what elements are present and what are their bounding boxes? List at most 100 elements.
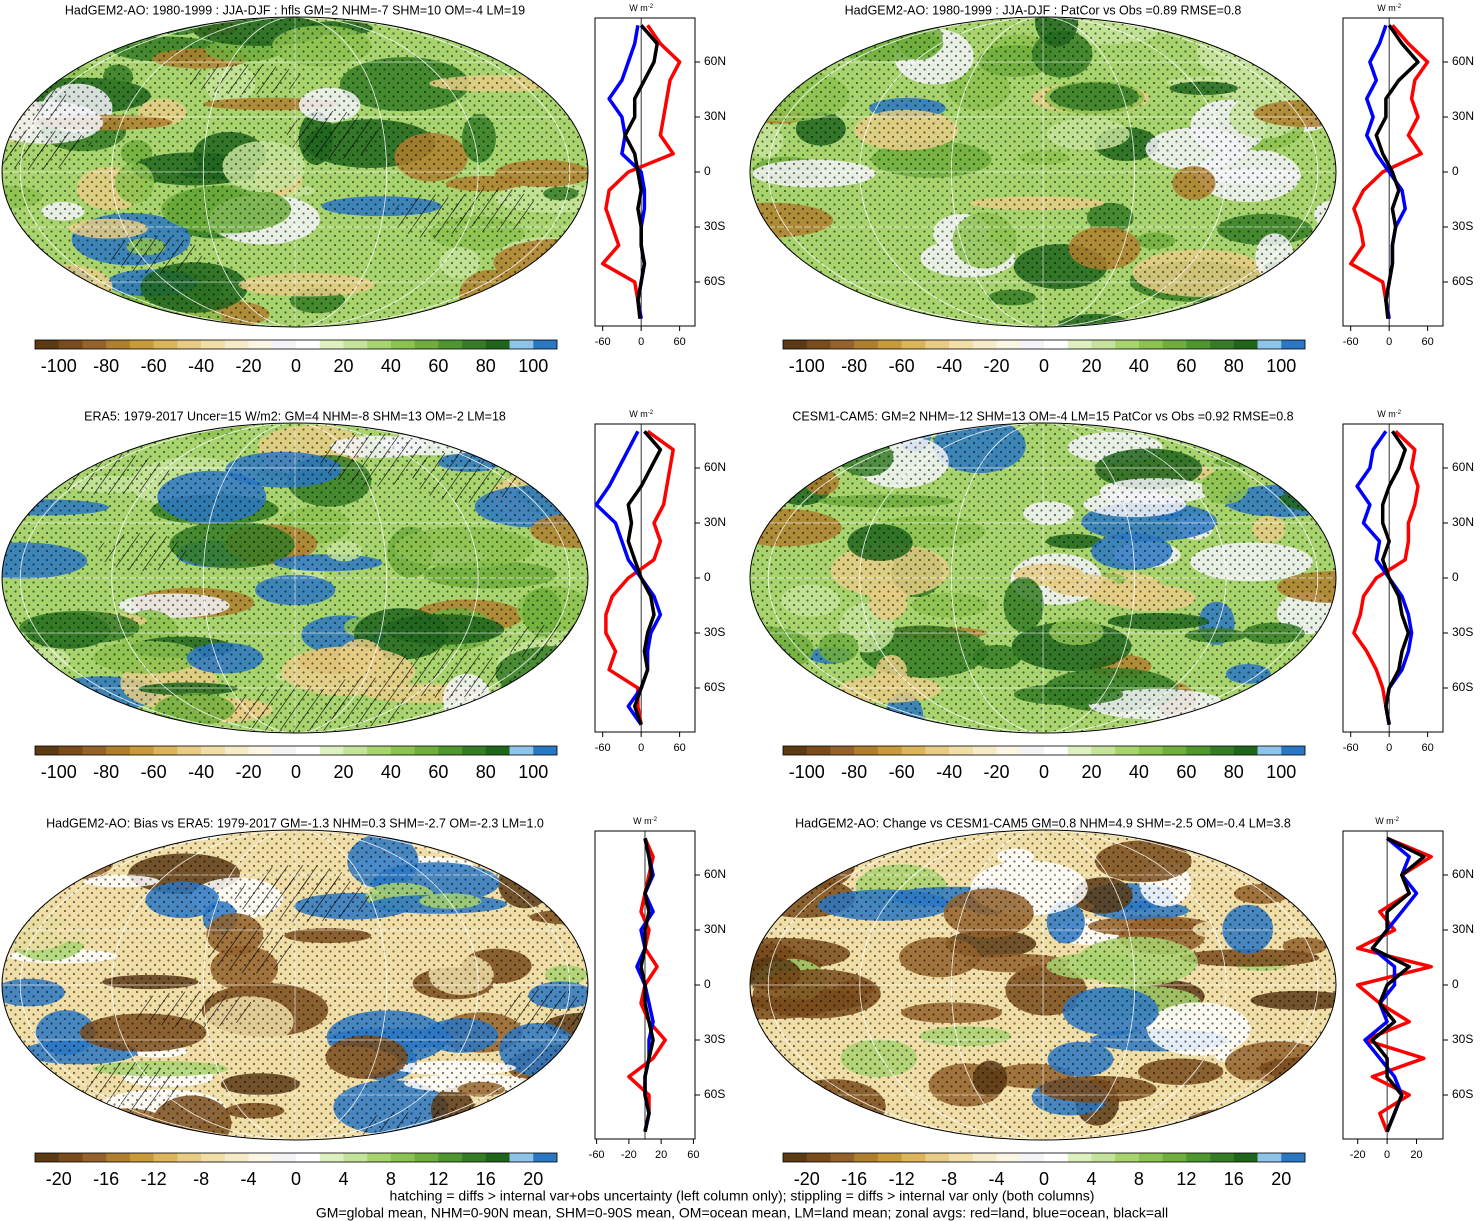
colorbar-box	[1162, 340, 1187, 349]
y-tick-label: 60S	[1452, 274, 1473, 288]
colorbar-box	[1115, 746, 1140, 755]
zonal-line	[1352, 430, 1420, 726]
colorbar-label: -80	[93, 356, 119, 376]
colorbar-label: 20	[1271, 1169, 1291, 1189]
colorbar-box	[319, 746, 344, 755]
colorbar-box	[509, 340, 534, 349]
y-tick-label: 60S	[1452, 680, 1473, 694]
x-tick-label: -20	[621, 1149, 637, 1161]
colorbar-box	[1257, 746, 1282, 755]
colorbar-box	[367, 1153, 392, 1162]
graticule	[859, 423, 1227, 733]
unit-label: W m-2	[1377, 409, 1401, 419]
colorbar-box	[1115, 340, 1140, 349]
colorbar-box	[462, 1153, 487, 1162]
zonal-frame	[1342, 423, 1444, 733]
colorbar-label: 0	[291, 1169, 301, 1189]
colorbar-label: 60	[428, 356, 448, 376]
x-tick-label: -60	[589, 1149, 605, 1161]
zonal-line	[1348, 24, 1430, 320]
colorbar-box	[1281, 1153, 1306, 1162]
map-field	[2, 423, 38, 458]
graticule	[202, 830, 388, 1140]
colorbar-box	[877, 746, 902, 755]
y-tick-label: 30S	[704, 1032, 725, 1046]
colorbar-label: 0	[291, 356, 301, 376]
zonal-line	[1374, 24, 1420, 319]
graticule	[111, 17, 479, 327]
map-hatching	[234, 684, 349, 733]
unit-exp: -2	[648, 410, 654, 416]
y-tick-label: 30N	[1452, 109, 1474, 123]
x-tick-label: 20	[655, 1149, 667, 1161]
colorbar-box	[296, 1153, 321, 1162]
panel-title: HadGEM2-AO: Bias vs ERA5: 1979-2017 GM=-…	[46, 816, 544, 830]
map-field	[782, 17, 819, 47]
colorbar-box	[1020, 746, 1045, 755]
map-field	[2, 675, 72, 695]
zonal-line	[600, 24, 682, 320]
map-hatching	[412, 450, 523, 503]
map-border	[749, 422, 1337, 734]
map	[2, 830, 588, 1140]
colorbar-box	[224, 340, 249, 349]
colorbar-box	[224, 746, 249, 755]
graticule	[111, 830, 479, 1140]
colorbar-box	[1162, 746, 1187, 755]
graticule	[767, 830, 1319, 1140]
colorbar-box	[1281, 746, 1306, 755]
colorbar-box	[1257, 340, 1282, 349]
colorbar-label: -100	[789, 762, 825, 782]
zonal-line	[1370, 836, 1426, 1133]
panel-title: ERA5: 1979-2017 Uncer=15 W/m2: GM=4 NHM=…	[84, 409, 506, 423]
map-hatching	[205, 926, 293, 974]
zonal-line	[639, 837, 655, 1133]
map-border	[1, 16, 589, 328]
map-hatching	[322, 676, 407, 727]
colorbar-box	[319, 1153, 344, 1162]
colorbar-box	[972, 340, 997, 349]
colorbar-box	[106, 340, 131, 349]
colorbar-box	[1091, 746, 1116, 755]
colorbar-box	[201, 340, 226, 349]
colorbar-box	[1233, 746, 1258, 755]
colorbar-box	[438, 1153, 463, 1162]
graticule	[202, 17, 388, 327]
colorbar-label: 40	[1129, 356, 1149, 376]
colorbar-label: 20	[1081, 762, 1101, 782]
map-field	[750, 258, 800, 311]
panel: HadGEM2-AO: 1980-1999 : JJA-DJF : PatCor…	[749, 3, 1474, 376]
colorbar-box	[996, 1153, 1021, 1162]
colorbar-box	[438, 746, 463, 755]
colorbar-box	[1162, 1153, 1187, 1162]
y-tick-label: 0	[1452, 570, 1459, 584]
panel: ERA5: 1979-2017 Uncer=15 W/m2: GM=4 NHM=…	[1, 409, 726, 782]
colorbar-box	[296, 746, 321, 755]
colorbar-box	[972, 1153, 997, 1162]
colorbar-label: -20	[46, 1169, 72, 1189]
map-hatching	[98, 532, 187, 572]
map	[2, 17, 588, 327]
colorbar-border	[782, 745, 1306, 756]
y-tick-label: 60N	[1452, 460, 1474, 474]
panel: CESM1-CAM5: GM=2 NHM=-12 SHM=13 OM=-4 LM…	[749, 409, 1474, 782]
colorbar-box	[343, 746, 368, 755]
x-tick-label: -60	[1343, 336, 1359, 348]
map-hatching	[79, 1062, 179, 1115]
colorbar-box	[509, 746, 534, 755]
colorbar-label: -20	[794, 1169, 820, 1189]
colorbar-box	[877, 340, 902, 349]
graticule	[950, 17, 1136, 327]
colorbar-box	[830, 746, 855, 755]
panel-title: HadGEM2-AO: Change vs CESM1-CAM5 GM=0.8 …	[795, 816, 1291, 830]
colorbar-box	[1138, 1153, 1163, 1162]
colorbar-border	[34, 745, 558, 756]
colorbar-label: -60	[141, 356, 167, 376]
colorbar-box	[949, 1153, 974, 1162]
colorbar-box	[1186, 1153, 1211, 1162]
colorbar-box	[1210, 1153, 1235, 1162]
colorbar-box	[35, 1153, 60, 1162]
map	[750, 17, 1336, 327]
y-tick-label: 30S	[704, 625, 725, 639]
